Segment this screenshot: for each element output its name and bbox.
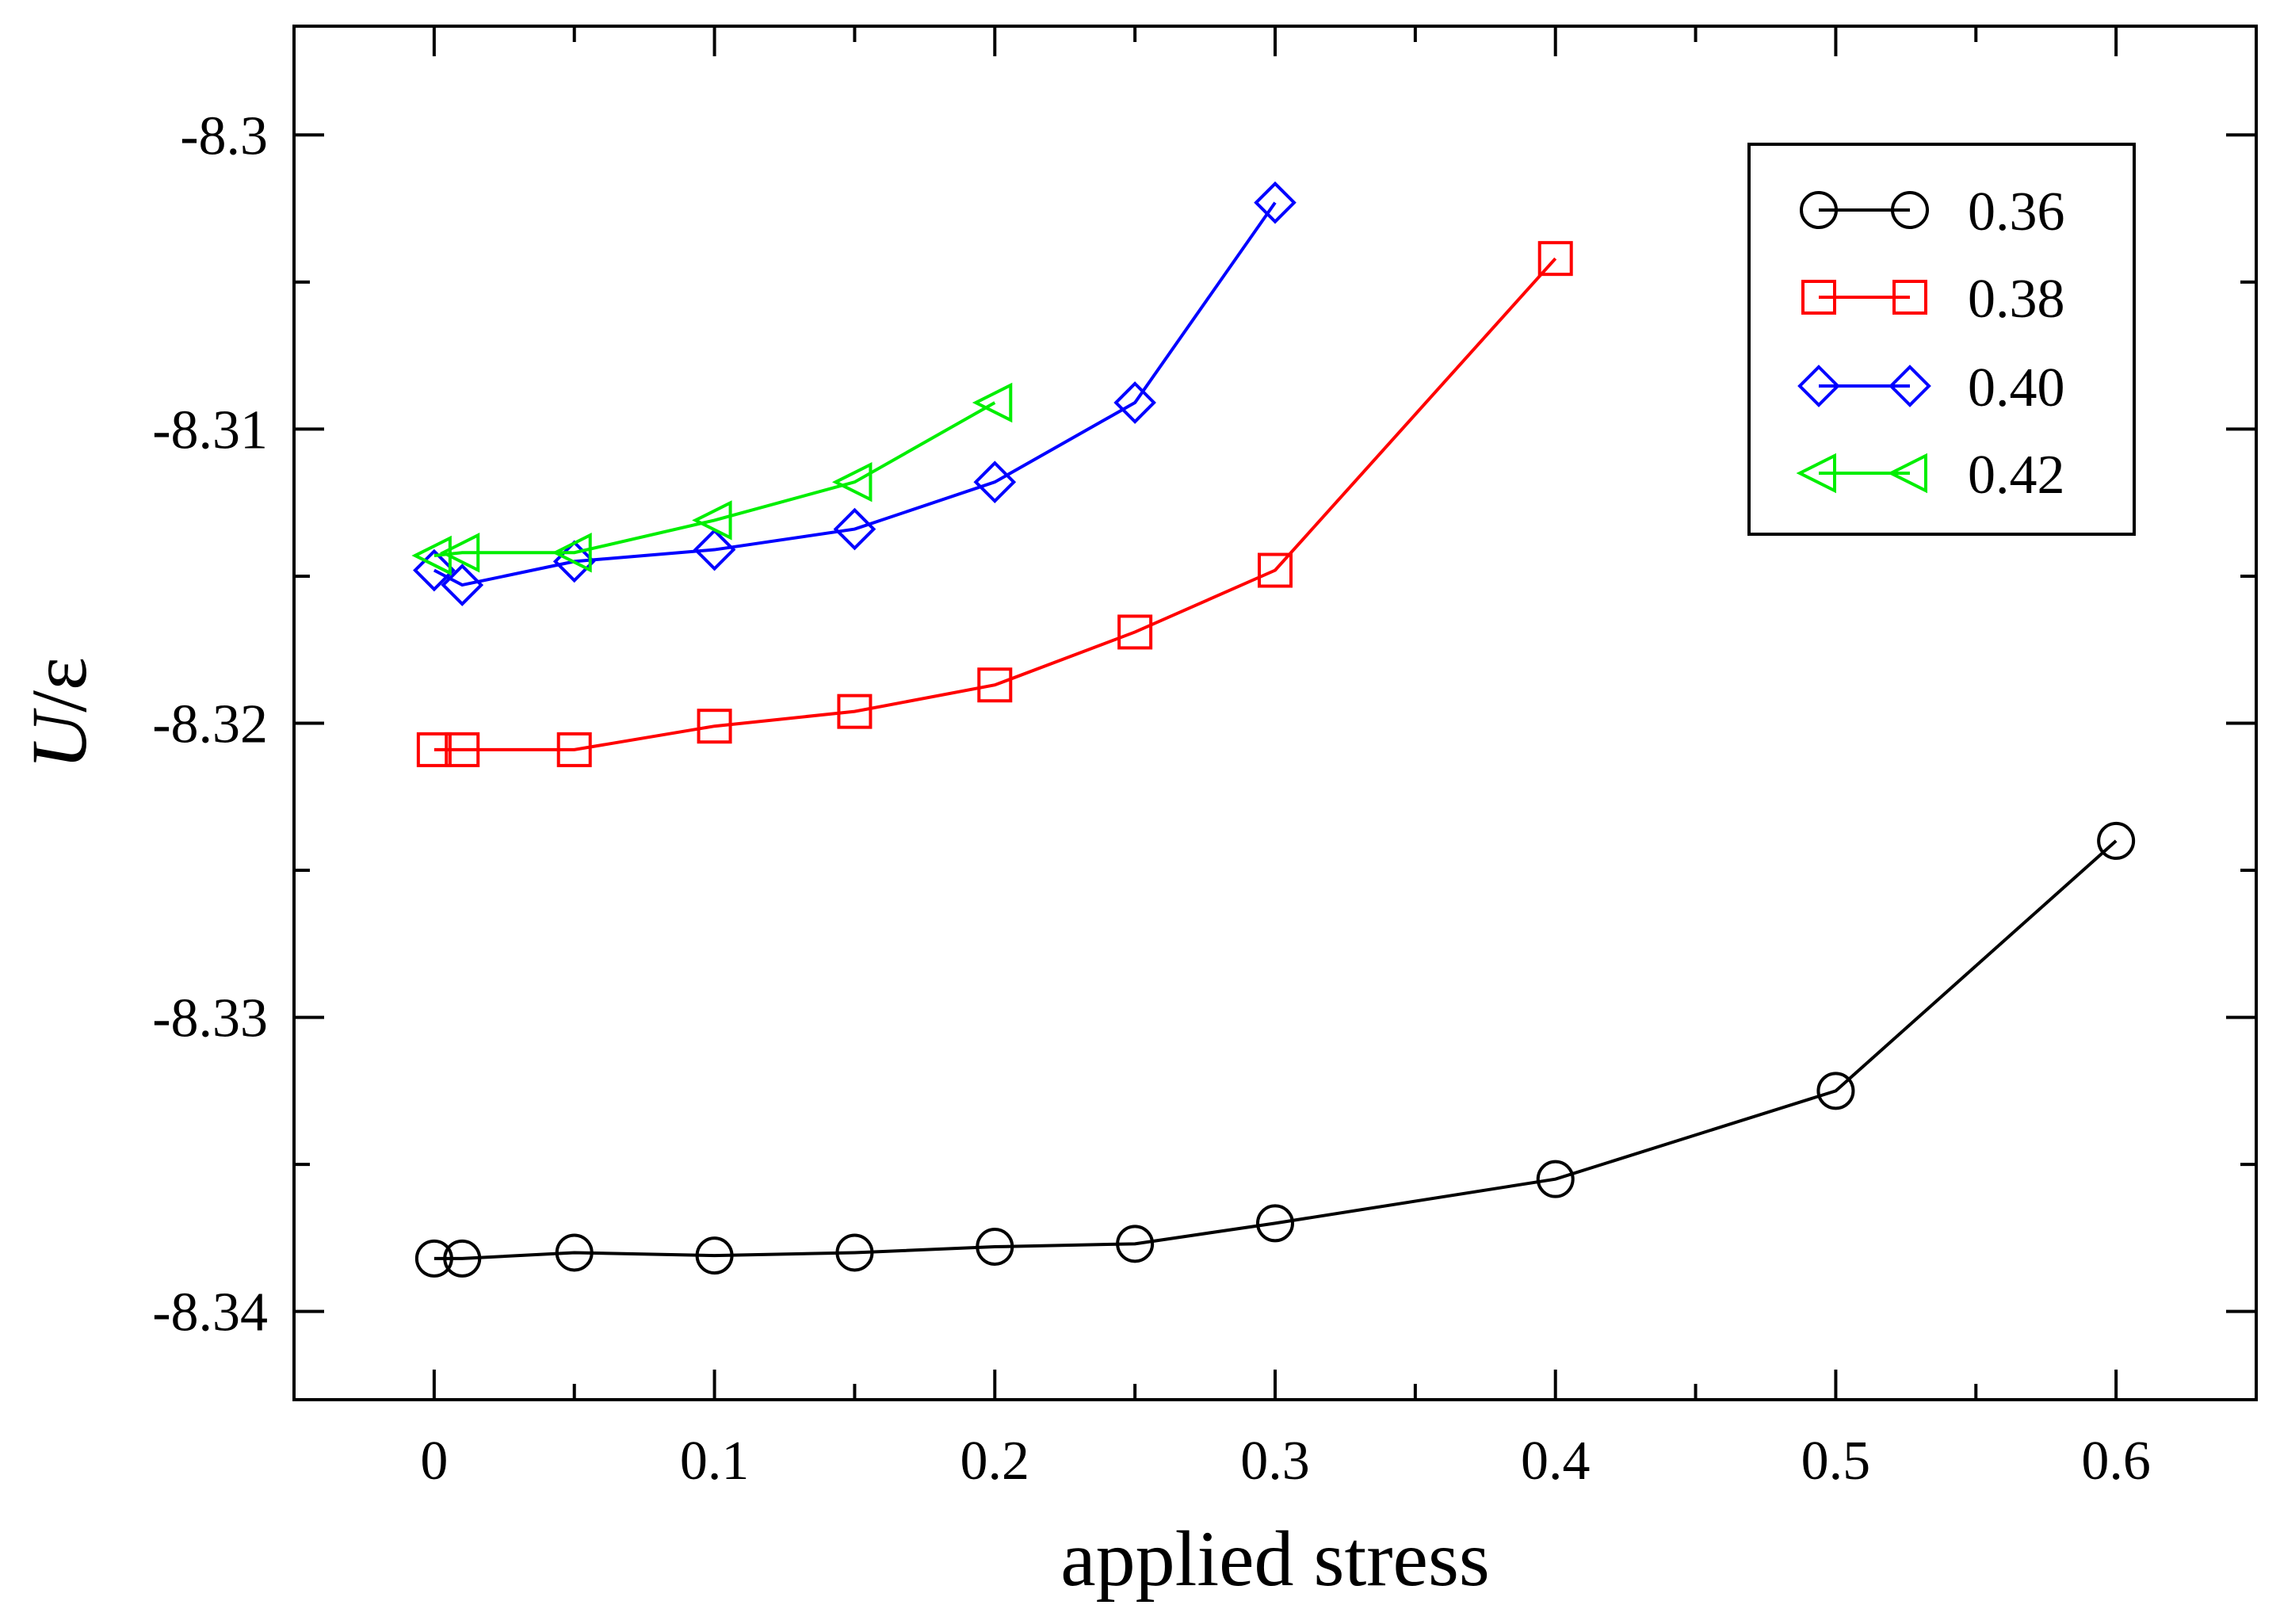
data-point bbox=[1113, 381, 1156, 424]
data-point bbox=[1117, 614, 1153, 650]
legend-item: 0.36 bbox=[1800, 182, 2065, 243]
y-tick-label: -8.31 bbox=[152, 399, 268, 460]
legend-box bbox=[1747, 143, 2136, 536]
data-point bbox=[441, 564, 484, 606]
series-0.42 bbox=[411, 382, 1013, 576]
data-point bbox=[837, 694, 873, 729]
y-axis-title-unit: /ε bbox=[15, 657, 103, 713]
x-tick-label: 0 bbox=[420, 1431, 448, 1492]
series-0.36 bbox=[414, 821, 2136, 1278]
data-point bbox=[414, 1239, 453, 1278]
data-point bbox=[977, 667, 1013, 703]
data-point bbox=[556, 732, 592, 767]
data-point bbox=[2097, 821, 2136, 860]
data-point bbox=[416, 732, 452, 767]
legend-items: 0.36 0.38 0.40 0.42 bbox=[1796, 182, 2065, 506]
legend-marker bbox=[1801, 280, 1836, 315]
data-point bbox=[443, 1239, 482, 1278]
legend-label: 0.42 bbox=[1968, 445, 2065, 506]
legend-marker bbox=[1892, 280, 1927, 315]
legend-item: 0.38 bbox=[1801, 269, 2065, 330]
series-0.40 bbox=[413, 181, 1297, 606]
series-layer bbox=[411, 181, 2136, 1278]
series-0.38 bbox=[416, 241, 1573, 767]
data-point bbox=[1816, 1072, 1855, 1110]
data-point bbox=[831, 461, 873, 502]
series-line bbox=[433, 201, 1277, 587]
data-point bbox=[976, 1228, 1014, 1267]
legend-item: 0.40 bbox=[1797, 357, 2065, 418]
x-tick-label: 0.5 bbox=[1801, 1431, 1871, 1492]
x-tick-label: 0.1 bbox=[680, 1431, 750, 1492]
legend-marker bbox=[1889, 365, 1931, 407]
series-line bbox=[433, 839, 2118, 1260]
legend-label: 0.38 bbox=[1968, 269, 2065, 330]
data-point bbox=[972, 382, 1013, 423]
data-point bbox=[697, 709, 732, 744]
y-tick-labels: -8.3 -8.31 -8.32 -8.33 -8.34 bbox=[152, 105, 268, 1343]
data-point bbox=[439, 533, 480, 573]
data-point bbox=[833, 507, 876, 551]
data-point bbox=[445, 732, 480, 767]
data-point bbox=[835, 1233, 874, 1272]
legend-marker bbox=[1800, 191, 1838, 229]
data-point bbox=[1258, 552, 1293, 588]
y-tick-label: -8.32 bbox=[152, 694, 268, 755]
y-axis-title-symbol: U bbox=[15, 708, 103, 770]
series-line bbox=[433, 257, 1557, 751]
data-point bbox=[1116, 1225, 1155, 1263]
data-point bbox=[413, 548, 456, 592]
data-point bbox=[1537, 241, 1573, 277]
x-tick-label: 0.2 bbox=[961, 1431, 1030, 1492]
legend: 0.36 0.38 0.40 0.42 bbox=[1747, 143, 2136, 536]
y-axis-title: U/ε bbox=[15, 657, 103, 770]
data-point bbox=[1256, 1204, 1294, 1243]
x-axis-title: applied stress bbox=[1060, 1515, 1490, 1603]
data-point bbox=[693, 528, 736, 571]
series-line bbox=[433, 401, 996, 557]
x-tick-labels: 0 0.1 0.2 0.3 0.4 0.5 0.6 bbox=[420, 1431, 2151, 1492]
data-point bbox=[1536, 1160, 1575, 1198]
data-point bbox=[973, 460, 1017, 504]
x-tick-label: 0.6 bbox=[2081, 1431, 2151, 1492]
y-tick-label: -8.34 bbox=[152, 1282, 268, 1343]
y-tick-label: -8.3 bbox=[180, 105, 268, 166]
data-point bbox=[695, 1236, 734, 1275]
legend-marker bbox=[1797, 365, 1840, 407]
data-point bbox=[692, 500, 732, 541]
legend-label: 0.36 bbox=[1968, 182, 2065, 243]
data-point bbox=[552, 533, 592, 573]
x-tick-label: 0.3 bbox=[1240, 1431, 1310, 1492]
y-tick-label: -8.33 bbox=[152, 988, 268, 1049]
legend-marker bbox=[1887, 453, 1927, 494]
legend-item: 0.42 bbox=[1796, 445, 2065, 506]
x-tick-label: 0.4 bbox=[1521, 1431, 1591, 1492]
data-point bbox=[555, 1233, 594, 1272]
legend-marker bbox=[1796, 453, 1836, 494]
legend-marker bbox=[1891, 191, 1929, 229]
legend-label: 0.40 bbox=[1968, 357, 2065, 418]
axis-ticks bbox=[292, 26, 2258, 1400]
data-point bbox=[1254, 181, 1297, 224]
